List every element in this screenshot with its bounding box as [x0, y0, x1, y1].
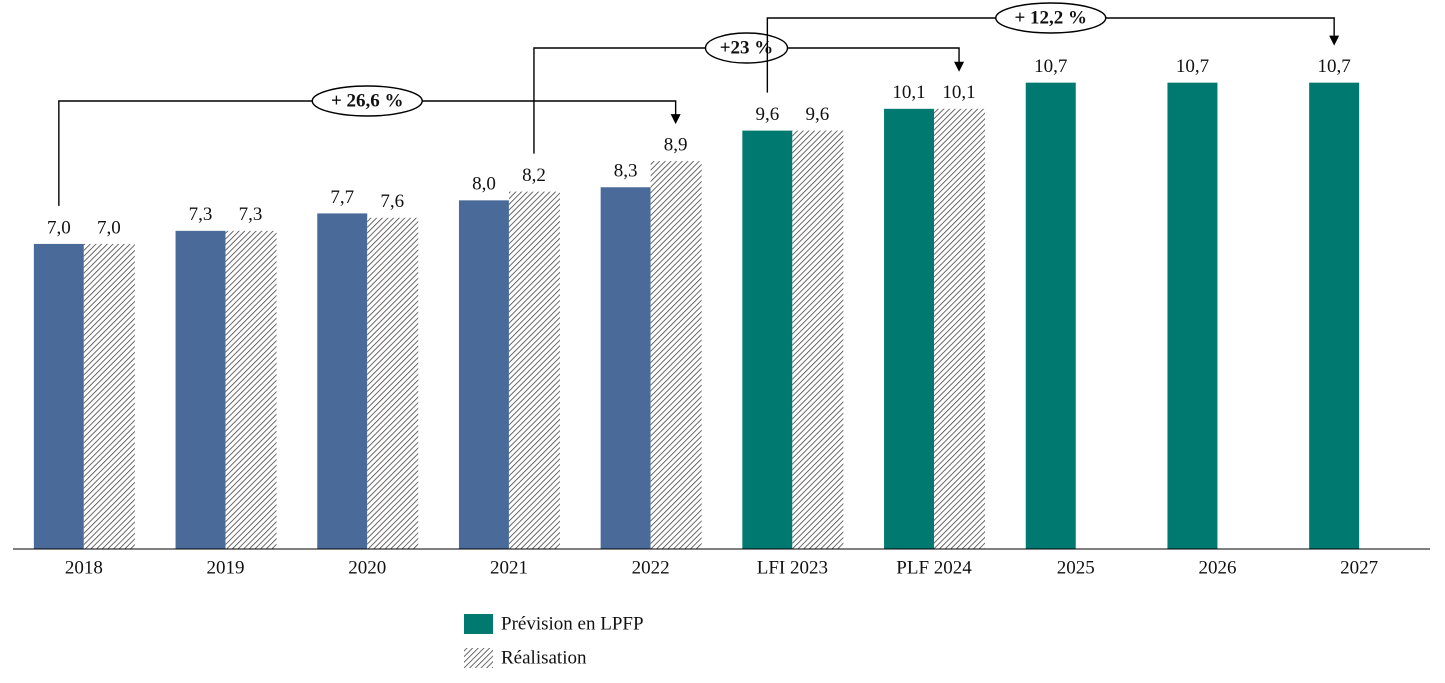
- bar: [317, 213, 368, 550]
- bar: [83, 243, 135, 549]
- bar: [458, 200, 509, 550]
- x-tick-label: PLF 2024: [896, 557, 972, 578]
- legend-swatch: [464, 648, 493, 668]
- annotation-oval: [311, 85, 423, 117]
- legend-label: Prévision en LPFP: [501, 613, 644, 634]
- value-label: 7,3: [189, 204, 213, 225]
- arrow-head: [1329, 35, 1340, 46]
- x-tick-label: 2021: [490, 557, 528, 578]
- value-label: 10,7: [1176, 56, 1209, 77]
- annotation-oval: [995, 2, 1107, 34]
- x-tick-label: 2022: [632, 557, 670, 578]
- value-label: 7,3: [239, 204, 263, 225]
- value-label: 8,9: [664, 134, 688, 155]
- value-label: 8,2: [522, 165, 546, 186]
- bar: [742, 130, 793, 549]
- value-label: 7,7: [330, 187, 354, 208]
- legend-label: Réalisation: [501, 647, 587, 668]
- bar: [792, 130, 844, 549]
- bar: [367, 217, 419, 549]
- bar: [175, 230, 226, 549]
- value-label: 10,7: [1318, 56, 1351, 77]
- arrow-head: [954, 61, 965, 72]
- bar: [884, 108, 935, 549]
- x-tick-label: 2025: [1057, 557, 1095, 578]
- bar: [225, 230, 277, 549]
- x-tick-label: 2018: [65, 557, 103, 578]
- x-tick-label: 2019: [207, 557, 245, 578]
- annotation: +23 %: [720, 37, 774, 58]
- bar: [934, 108, 986, 549]
- bar: [33, 243, 84, 549]
- value-label: 7,6: [380, 191, 404, 212]
- legend-swatch: [464, 614, 493, 634]
- annotation: + 12,2 %: [1014, 7, 1087, 28]
- annotation: + 26,6 %: [331, 90, 404, 111]
- value-label: 10,7: [1034, 56, 1067, 77]
- value-label: 7,0: [97, 217, 121, 238]
- value-label: 10,1: [942, 82, 975, 103]
- bar: [650, 161, 702, 549]
- x-tick-label: 2027: [1340, 557, 1378, 578]
- value-label: 9,6: [805, 104, 829, 125]
- bar: [1309, 82, 1360, 550]
- value-label: 8,3: [614, 161, 638, 182]
- bar: [1025, 82, 1076, 550]
- value-label: 9,6: [755, 104, 779, 125]
- arrow-head: [670, 114, 681, 125]
- x-tick-label: 2026: [1198, 557, 1236, 578]
- bar: [508, 191, 560, 549]
- value-label: 7,0: [47, 217, 71, 238]
- x-tick-label: 2020: [348, 557, 386, 578]
- bar: [600, 187, 651, 549]
- bar: [1167, 82, 1218, 550]
- value-label: 10,1: [892, 82, 925, 103]
- bracket: [58, 100, 677, 206]
- value-label: 8,0: [472, 174, 496, 195]
- x-tick-label: LFI 2023: [757, 557, 828, 578]
